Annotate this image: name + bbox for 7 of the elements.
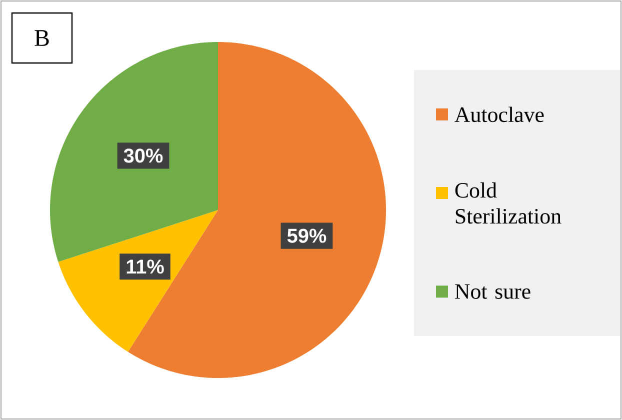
data-label: 30% [124,148,163,163]
legend-label: Not sure [455,284,530,299]
data-label: 11% [126,260,164,274]
legend-label: Cold Sterilization [455,182,562,224]
data-label: 59% [287,228,326,243]
legend-label: Autoclave [454,106,544,122]
text: B [34,30,49,46]
